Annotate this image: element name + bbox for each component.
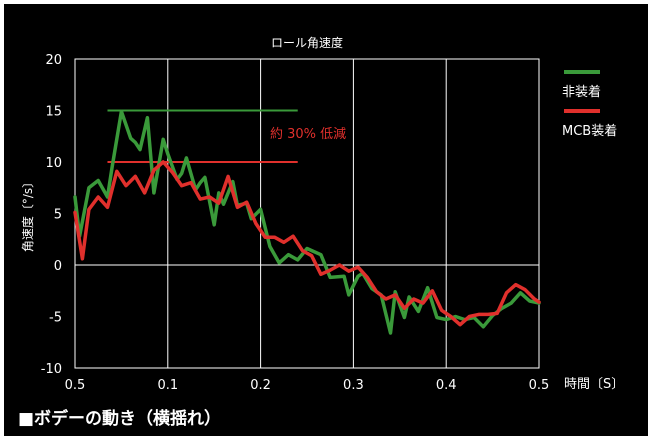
x-tick-label-1: 0.1 (157, 378, 178, 393)
y-tick-label-6: 20 (45, 53, 62, 68)
x-tick-label-0: 0.5 (65, 378, 86, 393)
x-tick-label-4: 0.4 (436, 378, 457, 393)
chart-panel: 0.5 0.1 0.2 0.3 0.4 0.5 -10 -5 0 5 10 15 20 ロール角速度 角… (4, 4, 648, 436)
x-tick-label-2: 0.2 (250, 378, 271, 393)
series-line-1 (73, 109, 541, 335)
x-axis-label: 時間〔S〕 (564, 377, 624, 392)
legend-label-series-2: MCB装着 (562, 123, 617, 139)
y-tick-label-3: 5 (54, 208, 62, 223)
y-axis-label: 角速度〔°/s〕 (20, 176, 35, 252)
series-line-2 (73, 160, 541, 327)
caption: ■ボデーの動き（横揺れ） (18, 409, 222, 429)
y-tick-label-0: -10 (41, 362, 62, 377)
annotation-label: 約 30% 低減 (270, 126, 346, 142)
annotation-group (107, 109, 298, 163)
legend: 非装着 MCB装着 (562, 70, 617, 139)
series-lines (73, 109, 541, 335)
x-tick-label-3: 0.3 (343, 378, 364, 393)
legend-label-series-1: 非装着 (562, 84, 601, 100)
y-tick-label-4: 10 (45, 156, 62, 171)
y-tick-label-5: 15 (45, 105, 62, 120)
y-tick-label-1: -5 (49, 311, 62, 326)
x-tick-label-5: 0.5 (529, 378, 550, 393)
plot-area (74, 58, 540, 369)
y-tick-label-2: 0 (54, 259, 62, 274)
chart-title: ロール角速度 (271, 35, 343, 50)
